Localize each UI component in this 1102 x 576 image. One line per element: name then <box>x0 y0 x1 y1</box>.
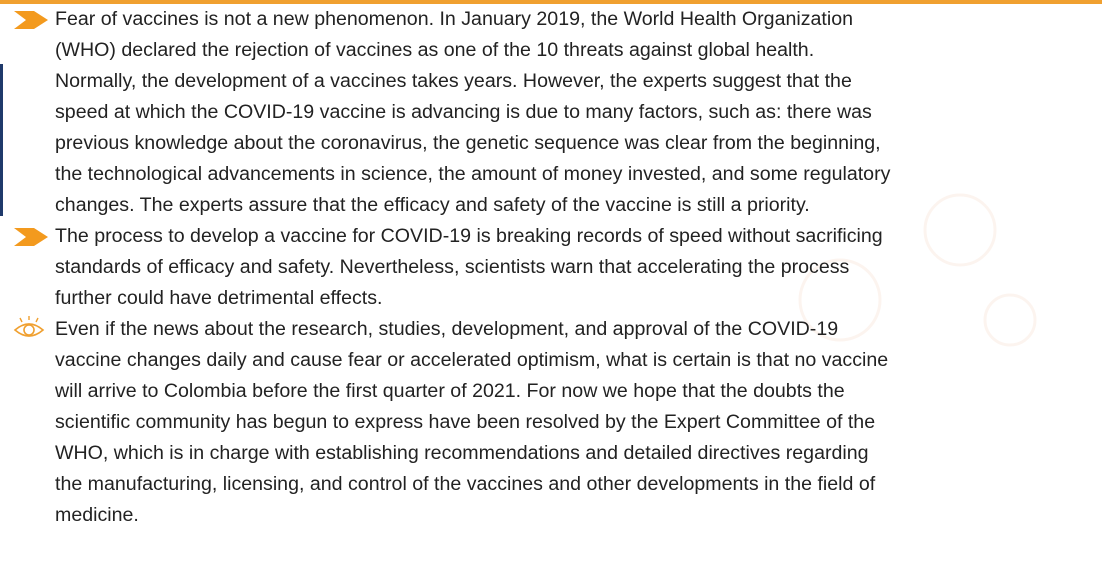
text-line: medicine. <box>55 500 1100 531</box>
text-line: vaccine changes daily and cause fear or … <box>55 345 1100 376</box>
text-line: will arrive to Colombia before the first… <box>55 376 1100 407</box>
text-line: The process to develop a vaccine for COV… <box>55 221 1100 252</box>
paragraph: Fear of vaccines is not a new phenomenon… <box>55 4 1100 221</box>
text-line: the manufacturing, licensing, and contro… <box>55 469 1100 500</box>
text-line: Even if the news about the research, stu… <box>55 314 1100 345</box>
eye-icon <box>12 316 50 344</box>
text-line: Normally, the development of a vaccines … <box>55 66 1100 97</box>
paragraph: The process to develop a vaccine for COV… <box>55 221 1100 314</box>
paragraph: Even if the news about the research, stu… <box>55 314 1100 531</box>
text-line: Fear of vaccines is not a new phenomenon… <box>55 4 1100 35</box>
text-line: further could have detrimental effects. <box>55 283 1100 314</box>
text-line: (WHO) declared the rejection of vaccines… <box>55 35 1100 66</box>
text-line: standards of efficacy and safety. Nevert… <box>55 252 1100 283</box>
text-line: previous knowledge about the coronavirus… <box>55 128 1100 159</box>
side-bar <box>0 64 3 216</box>
text-line: scientific community has begun to expres… <box>55 407 1100 438</box>
arrow-icon <box>12 9 50 37</box>
text-line: the technological advancements in scienc… <box>55 159 1100 190</box>
text-line: WHO, which is in charge with establishin… <box>55 438 1100 469</box>
page: {"paragraphs": [ {"icon": "arrow", "line… <box>0 0 1102 576</box>
text-line: changes. The experts assure that the eff… <box>55 190 1100 221</box>
text-line: speed at which the COVID-19 vaccine is a… <box>55 97 1100 128</box>
arrow-icon <box>12 226 50 254</box>
